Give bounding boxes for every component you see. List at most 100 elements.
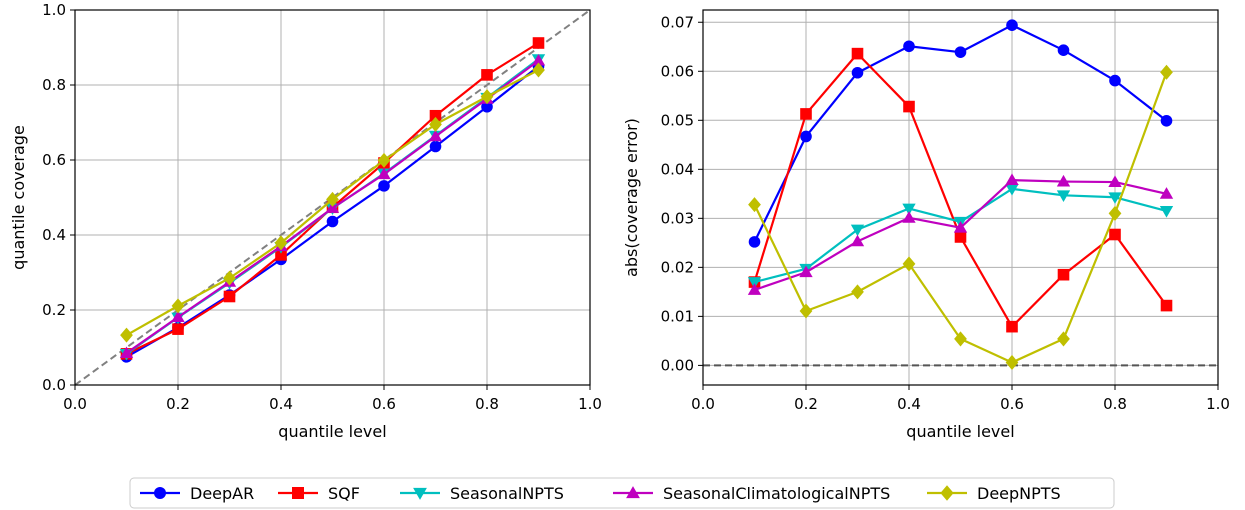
x-tick-label: 0.8 — [475, 395, 499, 413]
data-point-seasonalnpts — [902, 203, 916, 216]
series-deepar — [748, 19, 1173, 248]
data-point-deepnpts — [171, 298, 185, 314]
y-tick-label: 0.2 — [42, 301, 66, 319]
data-point-deepnpts — [1160, 64, 1173, 80]
data-point-sqf — [1006, 320, 1018, 333]
y-axis-label: abs(coverage error) — [622, 118, 641, 277]
x-tick-label: 0.8 — [1103, 395, 1127, 413]
data-point-deepnpts — [851, 284, 864, 300]
data-point-seasonalclimatologicalnpts — [428, 129, 443, 142]
data-point-sqf — [954, 231, 967, 243]
y-tick-label: 0.6 — [42, 151, 66, 169]
y-tick-label: 0.01 — [661, 307, 694, 325]
y-tick-label: 0.0 — [42, 376, 66, 394]
series-sqf — [748, 47, 1173, 333]
data-point-seasonalclimatologicalnpts — [171, 310, 185, 323]
data-point-deepnpts — [480, 89, 494, 105]
y-axis-label: quantile coverage — [9, 125, 28, 270]
coverage-error-chart: 0.0 0.2 0.4 0.6 0.8 1.0 0.00 0.01 0.02 0.03 0.04 0.… — [622, 9, 1230, 441]
y-tick-label: 0.4 — [42, 226, 66, 244]
data-point-sqf — [903, 100, 915, 113]
data-point-seasonalclimatologicalnpts — [799, 265, 813, 278]
y-tick-label: 0.02 — [661, 258, 694, 276]
data-point-seasonalnpts — [1159, 206, 1174, 218]
data-point-sqf — [429, 109, 442, 122]
data-point-seasonalclimatologicalnpts — [531, 53, 546, 66]
legend-label: SQF — [328, 484, 360, 503]
data-point-seasonalclimatologicalnpts — [850, 234, 865, 247]
x-tick-label: 0.6 — [1000, 395, 1024, 413]
data-point-deepnpts — [120, 327, 133, 343]
plot-frame — [702, 9, 1219, 386]
data-point-sqf — [851, 47, 864, 60]
data-point-seasonalclimatologicalnpts — [747, 283, 762, 295]
data-point-deepnpts — [1005, 354, 1019, 370]
data-point-deepnpts — [532, 62, 545, 78]
data-point-deepnpts — [748, 197, 761, 213]
y-tick-label: 0.00 — [661, 356, 694, 374]
x-axis-label: quantile level — [906, 422, 1014, 441]
data-point-deepar — [378, 180, 390, 192]
data-point-sqf — [172, 323, 184, 335]
data-point-deepar — [429, 140, 442, 153]
x-tick-label: 0.2 — [794, 395, 818, 413]
series-line-sqf — [753, 52, 1168, 328]
data-point-seasonalclimatologicalnpts — [1159, 187, 1174, 199]
x-tick-label: 1.0 — [1206, 395, 1230, 413]
legend-marker — [413, 487, 427, 500]
x-tick-label: 0.0 — [691, 395, 715, 413]
data-point-seasonalclimatologicalnpts — [377, 167, 391, 180]
y-tick-label: 0.03 — [661, 209, 694, 227]
legend-marker — [940, 485, 954, 501]
data-point-seasonalclimatologicalnpts — [1056, 174, 1071, 187]
data-point-deepar — [326, 215, 339, 228]
series-deepnpts — [748, 64, 1173, 370]
data-point-deepar — [1109, 74, 1121, 87]
data-point-deepar — [903, 40, 915, 53]
data-point-deepnpts — [429, 116, 442, 132]
x-tick-label: 0.2 — [166, 395, 190, 413]
data-point-seasonalnpts — [850, 224, 865, 237]
data-point-sqf — [1109, 228, 1121, 241]
data-point-seasonalnpts — [1108, 192, 1122, 204]
legend-marker — [154, 487, 166, 499]
data-point-deepar — [1006, 19, 1018, 31]
legend: DeepAR SQF SeasonalNPTS SeasonalClimatologi… — [129, 477, 1115, 509]
data-point-sqf — [481, 69, 493, 81]
data-point-deepar — [851, 66, 864, 79]
legend-item-seasonalclimatologicalnpts: SeasonalClimatologicalNPTS — [613, 484, 890, 503]
data-point-sqf — [1057, 268, 1070, 281]
data-point-seasonalnpts — [747, 277, 762, 289]
legend-item-sqf: SQF — [278, 484, 360, 503]
y-tick-label: 1.0 — [42, 1, 66, 19]
data-point-deepnpts — [326, 191, 339, 207]
data-point-deepnpts — [377, 152, 391, 168]
data-point-deepnpts — [223, 270, 236, 286]
legend-label: DeepAR — [190, 484, 254, 503]
legend-item-deepar: DeepAR — [140, 484, 254, 503]
x-tick-label: 0.4 — [897, 395, 921, 413]
data-point-seasonalclimatologicalnpts — [119, 346, 134, 359]
data-point-deepnpts — [902, 256, 916, 272]
x-tick-label: 0.4 — [269, 395, 293, 413]
data-point-sqf — [1160, 299, 1173, 312]
x-tick-label: 1.0 — [578, 395, 602, 413]
legend-label: SeasonalNPTS — [450, 484, 564, 503]
data-point-deepnpts — [954, 331, 967, 347]
data-point-deepnpts — [1057, 331, 1070, 347]
y-tick-label: 0.06 — [661, 62, 694, 80]
legend-item-seasonalnpts: SeasonalNPTS — [400, 484, 564, 503]
data-point-deepnpts — [1108, 205, 1122, 221]
data-point-deepar — [481, 100, 493, 113]
legend-label: SeasonalClimatologicalNPTS — [663, 484, 890, 503]
data-point-deepar — [800, 130, 812, 143]
plot-frame — [74, 9, 591, 386]
data-point-seasonalnpts — [1005, 183, 1019, 196]
data-point-sqf — [800, 108, 812, 120]
y-tick-label: 0.07 — [661, 13, 694, 31]
y-tick-label: 0.05 — [661, 111, 694, 129]
legend-marker — [292, 487, 304, 499]
data-point-deepar — [1160, 114, 1173, 127]
data-point-deepnpts — [274, 235, 288, 251]
